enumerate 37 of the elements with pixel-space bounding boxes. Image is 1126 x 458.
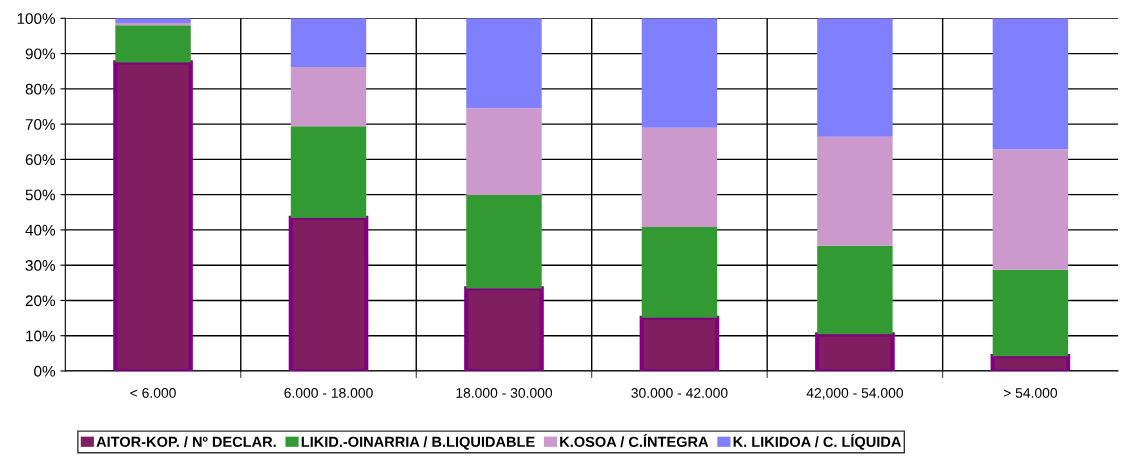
bar — [290, 18, 367, 67]
y-tick-label: 70% — [25, 118, 56, 130]
bar — [817, 245, 893, 335]
bar — [992, 269, 1069, 357]
y-tick-label: 40% — [25, 224, 56, 236]
legend-label: LIKID.-OINARRIA / B.LIQUIDABLE — [301, 436, 535, 450]
y-tick-label: 50% — [25, 189, 56, 201]
bar — [115, 25, 191, 63]
bar — [466, 108, 542, 195]
bar — [992, 18, 1069, 150]
bar — [290, 66, 367, 127]
y-tick-label: 100% — [17, 13, 56, 25]
legend-label: K. LIKIDOA / C. LÍQUIDA — [733, 433, 902, 450]
bar — [290, 126, 367, 218]
x-tick-label: 18.000 - 30.000 — [456, 388, 553, 398]
x-tick-label: 30.000 - 42.000 — [631, 388, 728, 398]
legend-label: AITOR-KOP. / Nº DECLAR. — [96, 436, 276, 448]
legend-label: K.OSOA / C.ÍNTEGRA — [560, 433, 709, 448]
y-tick-label: 10% — [26, 330, 56, 342]
x-tick-label: 6.000 - 18.000 — [284, 388, 373, 398]
y-tick-label: 20% — [25, 295, 56, 307]
y-tick-label: 60% — [25, 154, 56, 166]
y-tick-label: 90% — [25, 48, 56, 60]
bar — [817, 136, 893, 246]
x-tick-label: < 6.000 — [130, 388, 176, 398]
x-tick-label: > 54.000 — [1003, 388, 1058, 398]
bar — [992, 149, 1069, 270]
bar — [466, 18, 542, 109]
bar — [641, 227, 718, 318]
y-tick-label: 0% — [34, 365, 56, 377]
bar — [641, 127, 718, 228]
y-tick-label: 30% — [25, 260, 56, 271]
x-tick-label: 42,000 - 54.000 — [806, 388, 904, 400]
bar — [641, 18, 718, 128]
bar — [817, 18, 893, 137]
y-tick-label: 80% — [25, 83, 56, 95]
bar — [466, 195, 542, 289]
